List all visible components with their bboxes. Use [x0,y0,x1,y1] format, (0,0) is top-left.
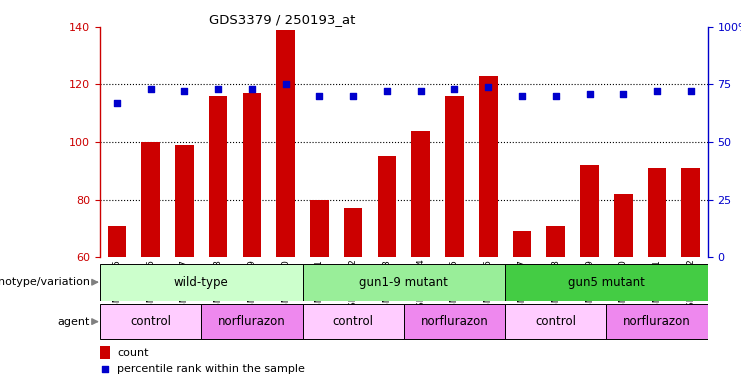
Text: norflurazon: norflurazon [421,315,488,328]
Bar [100,264,302,301]
Bar [344,208,362,257]
Text: agent: agent [58,316,90,327]
Bar [411,131,430,257]
Text: norflurazon: norflurazon [623,315,691,328]
Bar [378,157,396,257]
Bar [276,30,295,257]
Text: percentile rank within the sample: percentile rank within the sample [117,364,305,374]
Point [348,93,359,99]
Bar [202,304,302,339]
Text: wild-type: wild-type [174,276,229,289]
Text: count: count [117,348,148,358]
Bar [606,304,708,339]
Point [584,91,596,97]
Point [448,86,460,92]
Point [516,93,528,99]
Point [482,84,494,90]
Bar [505,264,708,301]
Text: gun1-9 mutant: gun1-9 mutant [359,276,448,289]
Bar [682,168,700,257]
Point [179,88,190,94]
Text: gun5 mutant: gun5 mutant [568,276,645,289]
Bar [302,304,404,339]
Point [685,88,697,94]
Text: control: control [130,315,171,328]
Bar [580,165,599,257]
Bar [479,76,497,257]
Bar [142,142,160,257]
Point [381,88,393,94]
Text: control: control [535,315,576,328]
Text: control: control [333,315,373,328]
Text: GDS3379 / 250193_at: GDS3379 / 250193_at [210,13,356,26]
Point [212,86,224,92]
Point [246,86,258,92]
Bar [505,304,606,339]
Bar [100,346,110,359]
Text: genotype/variation: genotype/variation [0,277,90,287]
Point [313,93,325,99]
Bar [209,96,227,257]
Bar [404,304,505,339]
Point [651,88,663,94]
Point [144,86,156,92]
Bar [614,194,633,257]
Bar [310,200,329,257]
Bar [175,145,193,257]
Point [111,100,123,106]
Bar [100,304,202,339]
Text: norflurazon: norflurazon [218,315,286,328]
Bar [648,168,666,257]
Bar [445,96,464,257]
Point [99,366,111,372]
Bar [302,264,505,301]
Point [617,91,629,97]
Point [280,81,292,88]
Point [415,88,427,94]
Bar [513,231,531,257]
Bar [107,225,126,257]
Bar [242,93,262,257]
Bar [546,225,565,257]
Point [550,93,562,99]
